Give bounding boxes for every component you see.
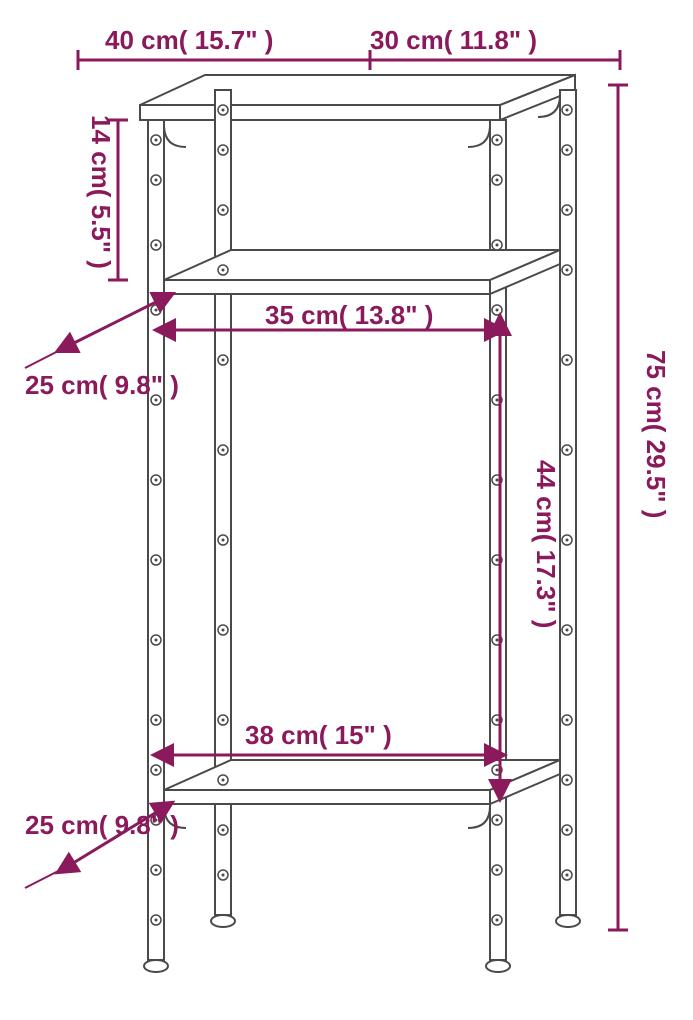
dim-depth-25b: 25 cm( 9.8" ) — [25, 810, 179, 841]
dim-shelf-38: 38 cm( 15" ) — [245, 720, 392, 751]
dim-top-width: 40 cm( 15.7" ) — [105, 25, 273, 56]
diagram-canvas: 40 cm( 15.7" ) 30 cm( 11.8" ) 75 cm( 29.… — [0, 0, 693, 1020]
dim-gap-44: 44 cm( 17.3" ) — [530, 460, 561, 628]
dim-shelf-35: 35 cm( 13.8" ) — [265, 300, 433, 331]
dim-height: 75 cm( 29.5" ) — [640, 350, 671, 518]
dim-gap-14: 14 cm( 5.5" ) — [85, 115, 116, 269]
dim-depth-25a: 25 cm( 9.8" ) — [25, 370, 179, 401]
dim-top-depth: 30 cm( 11.8" ) — [370, 25, 537, 56]
